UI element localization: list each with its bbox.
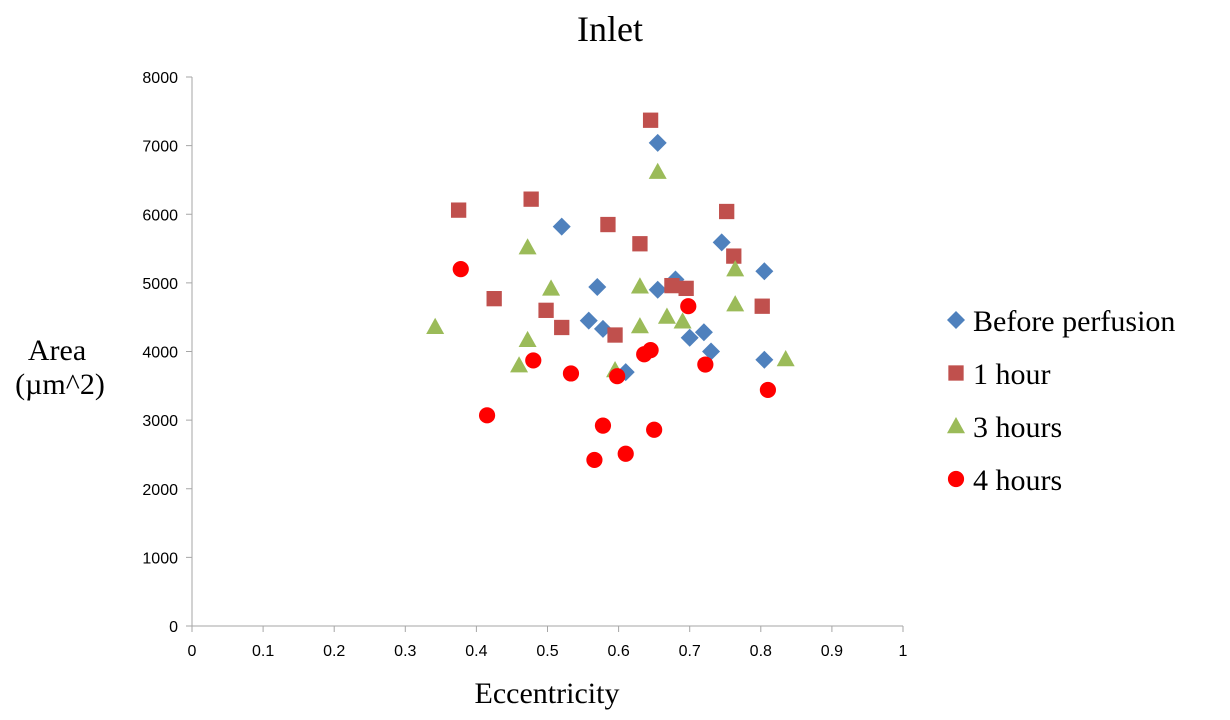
- x-tick-label: 0.5: [536, 643, 558, 660]
- circle-point: [646, 421, 663, 438]
- diamond-point: [588, 277, 607, 296]
- triangle-point: [726, 295, 745, 312]
- circle-point: [759, 381, 777, 399]
- legend: Before perfusion 1 hour 3 hours 4 hours: [947, 305, 1175, 497]
- y-tick-label: 8000: [142, 70, 178, 87]
- square-point: [450, 202, 467, 218]
- circle-point: [617, 445, 634, 462]
- square-point: [600, 216, 616, 233]
- legend-label: 4 hours: [973, 464, 1062, 497]
- y-tick-label: 0: [169, 619, 178, 636]
- circle-point: [452, 261, 469, 278]
- triangle-point: [630, 277, 649, 294]
- y-tick-label: 2000: [142, 482, 178, 499]
- x-tick-label: 0: [188, 643, 197, 660]
- diamond-point: [755, 350, 774, 369]
- series-triangle: [426, 162, 795, 378]
- diamond-point: [648, 133, 667, 152]
- legend-triangle-marker: [947, 417, 965, 434]
- square-point: [538, 302, 554, 318]
- x-ticks: 0 0.1 0.2 0.3 0.4 0.5 0.6 0.7 0.8 0.9 1: [188, 626, 908, 660]
- diamond-point: [552, 217, 571, 236]
- triangle-point: [657, 307, 676, 324]
- square-point: [664, 277, 680, 294]
- y-tick-label: 5000: [142, 276, 178, 293]
- y-axis-title-line2: (µm^2): [15, 368, 105, 401]
- diamond-point: [702, 342, 721, 361]
- diamond-point: [694, 323, 713, 342]
- triangle-point: [630, 317, 649, 334]
- legend-diamond-marker: [947, 311, 965, 329]
- x-tick-label: 0.9: [821, 643, 843, 660]
- circle-point: [697, 356, 714, 373]
- square-point: [754, 298, 770, 314]
- diamond-point: [648, 280, 667, 299]
- legend-label: 1 hour: [973, 358, 1051, 391]
- y-tick-label: 1000: [142, 550, 178, 567]
- triangle-point: [518, 238, 537, 255]
- x-axis-title: Eccentricity: [475, 677, 620, 710]
- square-point: [642, 112, 659, 128]
- square-point: [719, 203, 735, 220]
- legend-square-marker: [948, 365, 964, 381]
- series-circle: [452, 261, 777, 469]
- square-point: [678, 280, 694, 297]
- axes: [191, 77, 903, 627]
- x-tick-label: 0.7: [679, 643, 701, 660]
- x-tick-label: 1: [899, 643, 908, 660]
- circle-point: [586, 451, 603, 469]
- chart-title: Inlet: [577, 9, 643, 49]
- y-tick-label: 7000: [142, 139, 178, 156]
- diamond-point: [579, 311, 598, 330]
- diamond-point: [755, 262, 774, 281]
- y-tick-label: 6000: [142, 207, 178, 224]
- x-tick-label: 0.4: [465, 643, 487, 660]
- triangle-point: [510, 356, 529, 373]
- triangle-point: [673, 312, 692, 329]
- circle-point: [609, 368, 626, 385]
- y-tick-label: 4000: [142, 345, 178, 362]
- square-point: [607, 327, 623, 343]
- circle-point: [562, 365, 580, 382]
- x-tick-label: 0.1: [252, 643, 274, 660]
- triangle-point: [726, 260, 745, 277]
- legend-circle-marker: [947, 470, 965, 488]
- y-ticks: 0 1000 2000 3000 4000 5000 6000 7000 8000: [142, 70, 192, 636]
- y-tick-label: 3000: [142, 413, 178, 430]
- series-square: [450, 112, 770, 343]
- triangle-point: [518, 330, 537, 348]
- square-point: [554, 319, 570, 336]
- circle-point: [525, 352, 542, 369]
- circle-point: [680, 298, 697, 315]
- y-axis-title-line1: Area: [28, 334, 86, 367]
- square-point: [726, 248, 742, 264]
- triangle-point: [776, 350, 795, 367]
- x-tick-label: 0.8: [750, 643, 772, 660]
- square-point: [486, 291, 502, 307]
- diamond-point: [680, 328, 699, 347]
- triangle-point: [648, 162, 667, 179]
- square-point: [523, 191, 539, 207]
- x-tick-label: 0.6: [607, 643, 629, 660]
- x-tick-label: 0.2: [323, 643, 345, 660]
- diamond-point: [712, 233, 731, 252]
- x-tick-label: 0.3: [394, 643, 416, 660]
- circle-point: [642, 342, 659, 359]
- circle-point: [594, 417, 612, 434]
- data-points: [426, 112, 795, 469]
- legend-label: Before perfusion: [973, 305, 1175, 338]
- triangle-point: [426, 317, 445, 334]
- triangle-point: [542, 279, 561, 296]
- square-point: [632, 236, 648, 252]
- legend-label: 3 hours: [973, 411, 1062, 444]
- circle-point: [478, 407, 496, 424]
